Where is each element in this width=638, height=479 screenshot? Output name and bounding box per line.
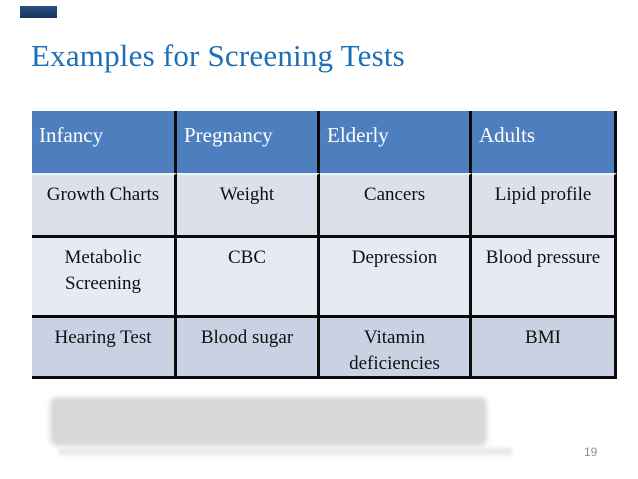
slide-accent-bar [20,6,57,18]
table-cell: Blood pressure [472,235,617,315]
table-cell: Metabolic Screening [32,235,177,315]
slide-title: Examples for Screening Tests [31,38,405,73]
column-header-pregnancy: Pregnancy [177,111,320,173]
column-header-infancy: Infancy [32,111,177,173]
table-cell: Weight [177,173,320,235]
table-cell: Lipid profile [472,173,617,235]
table-row: Hearing Test Blood sugar Vitamin deficie… [32,315,617,376]
screening-tests-table: Infancy Pregnancy Elderly Adults Growth … [32,111,617,379]
table-cell: Cancers [320,173,472,235]
column-header-elderly: Elderly [320,111,472,173]
page-number: 19 [584,445,598,459]
table-cell: Depression [320,235,472,315]
table-row: Growth Charts Weight Cancers Lipid profi… [32,173,617,235]
column-header-adults: Adults [472,111,617,173]
redacted-text-area [50,397,487,446]
table-header-row: Infancy Pregnancy Elderly Adults [32,111,617,173]
table-cell: Growth Charts [32,173,177,235]
table-row: Metabolic Screening CBC Depression Blood… [32,235,617,315]
table-cell: Vitamin deficiencies [320,315,472,376]
table-cell: Blood sugar [177,315,320,376]
table-cell: BMI [472,315,617,376]
table-cell: Hearing Test [32,315,177,376]
redacted-text-line [58,448,513,455]
table-cell: CBC [177,235,320,315]
